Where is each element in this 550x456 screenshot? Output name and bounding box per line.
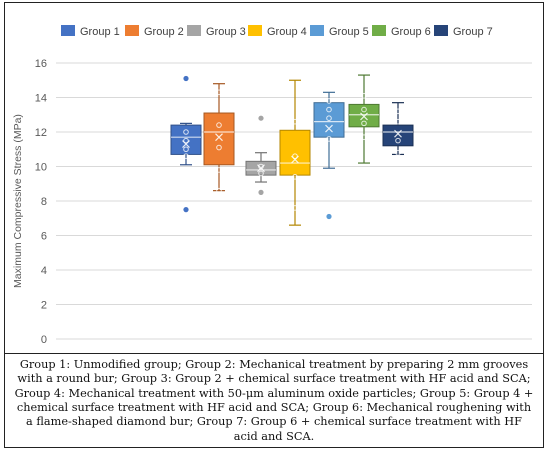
figure-caption: Group 1: Unmodified group; Group 2: Mech… <box>14 357 534 443</box>
mean-marker <box>360 112 368 121</box>
legend-label: Group 3 <box>206 26 246 38</box>
legend-label: Group 7 <box>453 26 493 38</box>
legend-label: Group 2 <box>144 26 184 38</box>
box-plot-chart: 0 2 4 6 8 10 12 14 16 Maximum Compressive Stress … <box>12 25 532 346</box>
y-tick-label: 16 <box>35 58 47 70</box>
legend-swatch <box>248 25 262 36</box>
y-axis-label: Maximum Compressive Stress (MPa) <box>12 114 24 288</box>
mean-marker <box>215 133 223 142</box>
y-tick-label: 12 <box>35 127 47 139</box>
legend-label: Group 5 <box>329 26 369 38</box>
inner-point <box>395 137 401 144</box>
y-tick-label: 10 <box>35 162 47 174</box>
box <box>348 103 380 128</box>
outlier-point <box>183 207 189 213</box>
figure-frame <box>4 2 544 448</box>
inner-point <box>326 106 332 113</box>
mean-marker <box>394 129 402 138</box>
legend-label: Group 4 <box>267 26 307 38</box>
y-tick-label: 14 <box>35 93 47 105</box>
inner-point <box>183 137 189 144</box>
inner-point <box>183 153 189 159</box>
box <box>203 112 235 166</box>
inner-point <box>326 136 332 142</box>
inner-point <box>326 115 332 121</box>
outlier-point <box>326 213 332 220</box>
box <box>313 102 345 138</box>
y-tick-label: 6 <box>41 231 47 243</box>
inner-point <box>361 120 367 127</box>
inner-point <box>361 92 367 99</box>
inner-point <box>395 149 401 156</box>
inner-point <box>361 106 367 113</box>
outlier-point <box>183 75 189 82</box>
inner-point <box>292 153 298 159</box>
inner-point <box>292 174 298 180</box>
inner-point <box>183 129 189 135</box>
inner-point <box>216 187 222 194</box>
inner-point <box>326 98 332 104</box>
box <box>279 129 311 176</box>
mean-marker <box>291 155 299 164</box>
inner-point <box>292 118 298 125</box>
legend-label: Group 1 <box>80 26 120 38</box>
legend-swatch <box>372 25 386 36</box>
inner-point <box>216 144 222 151</box>
box <box>382 124 414 147</box>
mean-marker <box>182 140 190 148</box>
outlier-point <box>258 115 264 121</box>
inner-point <box>361 134 367 140</box>
outlier-point <box>258 189 264 195</box>
inner-point <box>183 146 189 153</box>
caption-box: Group 1: Unmodified group; Group 2: Mech… <box>4 353 544 448</box>
y-tick-label: 8 <box>41 196 47 208</box>
mean-marker <box>325 124 333 133</box>
inner-point <box>216 167 222 173</box>
inner-point <box>216 122 222 128</box>
y-tick-label: 4 <box>41 265 47 277</box>
legend-label: Group 6 <box>391 26 431 38</box>
legend-swatch <box>187 25 201 36</box>
y-tick-label: 0 <box>41 334 47 346</box>
inner-point <box>292 205 298 211</box>
legend-swatch <box>310 25 324 36</box>
inner-point <box>258 170 264 177</box>
legend-swatch <box>434 25 448 36</box>
inner-point <box>395 108 401 115</box>
inner-point <box>216 89 222 96</box>
inner-point <box>395 118 401 125</box>
box <box>170 124 202 155</box>
mean-marker <box>257 164 265 173</box>
legend-swatch <box>61 25 75 36</box>
legend-swatch <box>125 25 139 36</box>
y-tick-label: 2 <box>41 300 47 312</box>
